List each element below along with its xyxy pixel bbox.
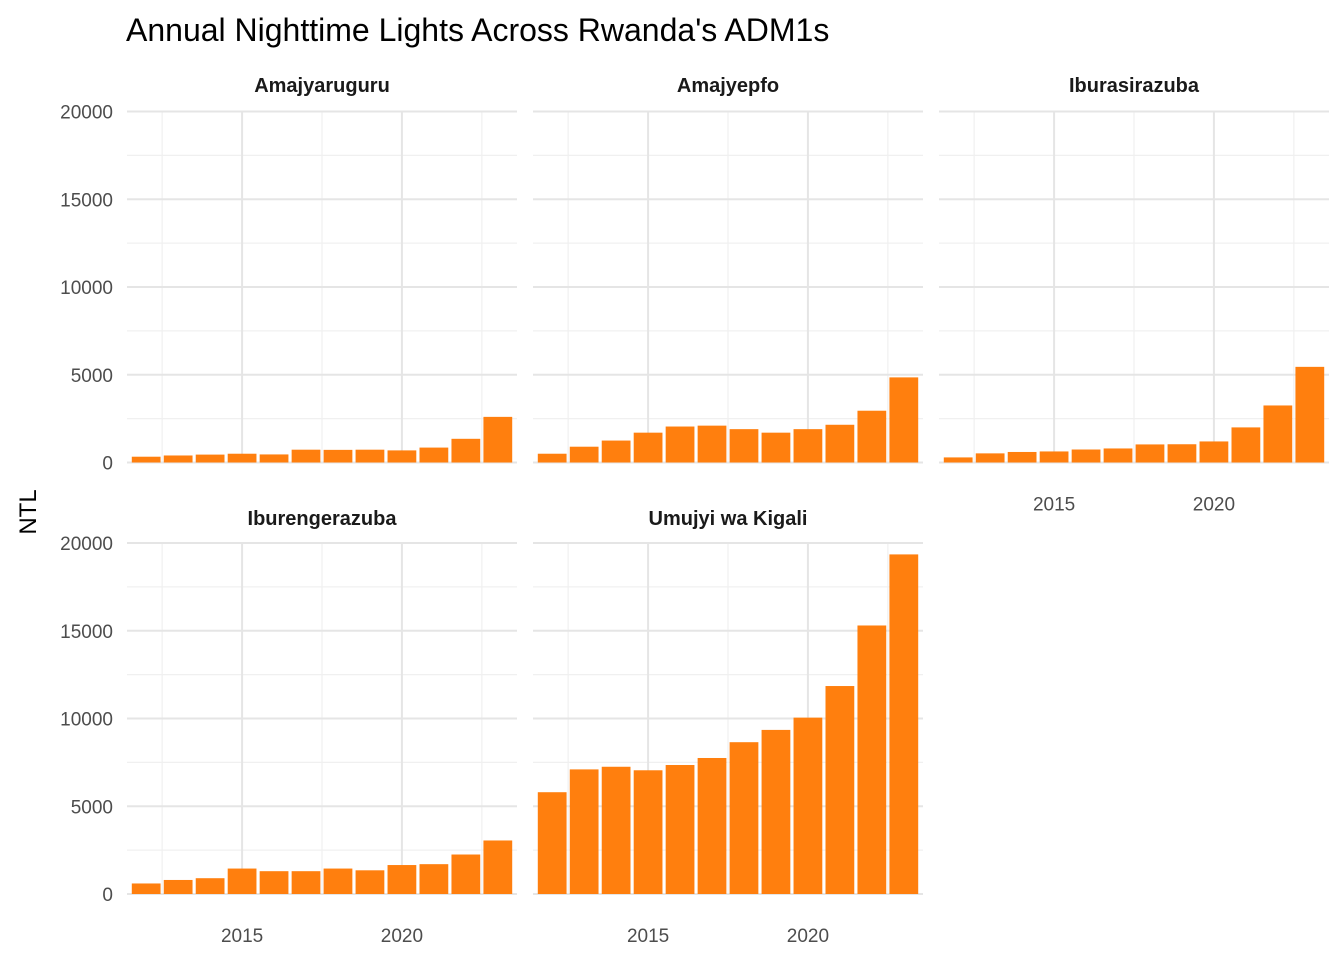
facet-panel: Iburengerazuba 0 5000 10000 15000 20000 2015 20…	[60, 508, 517, 947]
bar	[1231, 427, 1261, 463]
facet-panel: Iburasirazuba 2015 2020	[939, 75, 1329, 516]
y-tick-label: 15000	[60, 622, 113, 643]
bar	[569, 769, 599, 894]
bar	[355, 870, 385, 894]
y-tick-label: 20000	[60, 534, 113, 555]
bar	[633, 770, 663, 894]
bar	[419, 864, 449, 894]
bar	[291, 871, 321, 894]
chart-title: Annual Nighttime Lights Across Rwanda's …	[126, 12, 829, 48]
bar	[1263, 405, 1293, 463]
bar	[291, 449, 321, 463]
bar	[323, 868, 353, 894]
x-tick-label: 2020	[1193, 495, 1235, 516]
bar	[1071, 449, 1101, 463]
x-tick-label: 2015	[1033, 495, 1075, 516]
facet-panel: Amajyepfo	[533, 75, 923, 464]
bar	[761, 432, 791, 463]
bar	[131, 883, 161, 894]
bar	[387, 450, 417, 463]
facet-title: Iburasirazuba	[1069, 75, 1200, 97]
bar	[451, 438, 481, 463]
bar	[1039, 451, 1069, 463]
bar	[387, 865, 417, 894]
y-tick-label: 5000	[71, 366, 113, 387]
bar	[1295, 366, 1325, 463]
bar	[601, 440, 631, 463]
bar	[323, 449, 353, 463]
bar	[633, 432, 663, 463]
bar	[825, 424, 855, 463]
bar	[163, 879, 193, 894]
bar	[1103, 448, 1133, 463]
bar	[227, 453, 257, 463]
bar	[729, 742, 759, 894]
x-tick-label: 2015	[627, 926, 669, 947]
bar	[825, 686, 855, 894]
bar	[1167, 444, 1197, 463]
bar	[355, 449, 385, 463]
bar	[1135, 444, 1165, 463]
bar	[975, 453, 1005, 463]
bar	[665, 765, 695, 894]
bar	[761, 729, 791, 894]
y-tick-label: 15000	[60, 190, 113, 211]
bar	[569, 446, 599, 463]
bar	[483, 840, 513, 894]
bar	[259, 871, 289, 894]
bar	[729, 429, 759, 463]
bar	[697, 425, 727, 463]
facet-title: Amajyepfo	[677, 75, 779, 97]
facet-title: Amajyaruguru	[254, 75, 390, 97]
bar	[451, 854, 481, 894]
y-tick-label: 10000	[60, 278, 113, 299]
bar	[537, 453, 567, 463]
facet-title: Iburengerazuba	[248, 508, 398, 530]
y-tick-label: 0	[102, 885, 113, 906]
facet-panel: Amajyaruguru 0 5000 10000 15000 20000	[60, 75, 517, 475]
x-tick-label: 2015	[221, 926, 263, 947]
bar	[889, 377, 919, 463]
x-tick-label: 2020	[787, 926, 829, 947]
bar	[1007, 451, 1037, 463]
bar	[195, 878, 225, 894]
y-tick-label: 20000	[60, 103, 113, 124]
facet-panels: Amajyaruguru 0 5000 10000 15000 20000 Amajyepf…	[60, 75, 1329, 947]
bar	[793, 429, 823, 463]
bar	[601, 766, 631, 894]
bar	[483, 416, 513, 463]
bar	[163, 455, 193, 463]
facet-title: Umujyi wa Kigali	[649, 508, 808, 530]
bar	[195, 454, 225, 463]
bar	[793, 717, 823, 894]
bar	[1199, 441, 1229, 463]
y-tick-label: 10000	[60, 710, 113, 731]
y-tick-label: 5000	[71, 797, 113, 818]
bar	[889, 554, 919, 894]
y-tick-label: 0	[102, 454, 113, 475]
bar	[419, 447, 449, 463]
bar	[857, 410, 887, 463]
bar	[131, 456, 161, 463]
x-tick-label: 2020	[381, 926, 423, 947]
bar	[259, 454, 289, 463]
bar	[227, 868, 257, 894]
bar	[665, 426, 695, 463]
bar	[537, 792, 567, 894]
y-axis-label: NTL	[15, 489, 42, 534]
facet-panel: Umujyi wa Kigali 2015 2020	[533, 508, 923, 947]
bar	[697, 757, 727, 894]
bar	[943, 457, 973, 463]
bar	[857, 625, 887, 894]
